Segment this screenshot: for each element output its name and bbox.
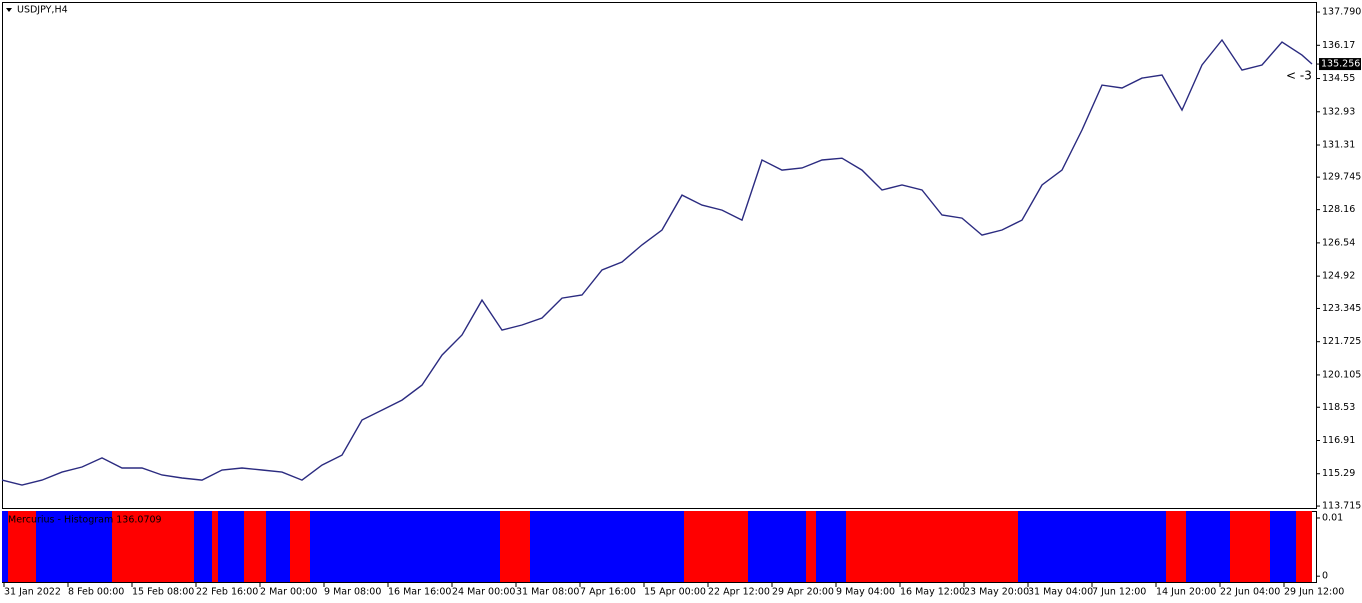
- x-tick-label: 31 Jan 2022: [4, 587, 61, 598]
- y-tick-label: 132.93: [1322, 106, 1355, 117]
- last-price-box: [1319, 58, 1361, 71]
- histogram-segment: [310, 511, 500, 582]
- histogram-segment: [816, 511, 846, 582]
- y-tick-label: 0.01: [1322, 512, 1343, 523]
- x-tick-label: 16 Mar 16:00: [388, 587, 451, 598]
- histogram-segment: [684, 511, 748, 582]
- x-tick-label: 31 May 04:00: [1028, 587, 1093, 598]
- x-tick-label: 16 May 12:00: [900, 587, 965, 598]
- x-tick-label: 29 Jun 12:00: [1284, 587, 1344, 598]
- x-tick-label: 7 Jun 12:00: [1092, 587, 1146, 598]
- y-tick-label: 134.55: [1322, 73, 1355, 84]
- histogram-segment: [1018, 511, 1166, 582]
- x-tick-label: 15 Apr 00:00: [644, 587, 706, 598]
- menu-triangle: [6, 8, 12, 12]
- y-tick-label: 120.105: [1322, 369, 1361, 380]
- y-tick-label: 116.91: [1322, 435, 1355, 446]
- y-tick-label: 136.17: [1322, 40, 1355, 51]
- x-tick-label: 29 Apr 20:00: [772, 587, 834, 598]
- chart-title: USDJPY,H4: [17, 5, 68, 16]
- y-tick-label: 124.92: [1322, 271, 1355, 282]
- histogram-segment: [1296, 511, 1312, 582]
- x-tick-label: 15 Feb 08:00: [132, 587, 194, 598]
- histogram-segment: [290, 511, 310, 582]
- x-tick-label: 8 Feb 00:00: [68, 587, 124, 598]
- histogram-segment: [244, 511, 266, 582]
- histogram-segment: [2, 511, 8, 582]
- main-frame: [2, 2, 1317, 509]
- y-tick-label: 118.53: [1322, 402, 1355, 413]
- x-tick-label: 22 Apr 12:00: [708, 587, 770, 598]
- x-tick-label: 14 Jun 20:00: [1156, 587, 1216, 598]
- x-tick-label: 31 Mar 08:00: [516, 587, 579, 598]
- histogram-segment: [1166, 511, 1186, 582]
- histogram-segment: [1270, 511, 1296, 582]
- histogram-segment: [748, 511, 806, 582]
- indicator-title: Mercurius - Histogram 136.0709: [8, 515, 162, 526]
- histogram-segment: [1230, 511, 1270, 582]
- histogram-segment: [806, 511, 816, 582]
- histogram-segment: [8, 511, 36, 582]
- x-tick-label: 2 Mar 00:00: [260, 587, 317, 598]
- y-tick-label: 121.725: [1322, 336, 1361, 347]
- y-tick-label: 126.54: [1322, 237, 1355, 248]
- x-tick-label: 22 Jun 04:00: [1220, 587, 1280, 598]
- x-tick-label: 24 Mar 00:00: [452, 587, 515, 598]
- price-line: [1, 38, 1313, 486]
- y-tick-label: 129.745: [1322, 172, 1361, 183]
- x-tick-label: 22 Feb 16:00: [196, 587, 258, 598]
- x-tick-label: 23 May 20:00: [964, 587, 1029, 598]
- y-tick-label: 131.31: [1322, 140, 1355, 151]
- histogram-segment: [36, 511, 112, 582]
- histogram-segment: [500, 511, 530, 582]
- y-tick-label: 128.16: [1322, 204, 1355, 215]
- histogram-segment: [1186, 511, 1230, 582]
- histogram-segment: [194, 511, 212, 582]
- y-tick-label: 123.345: [1322, 303, 1361, 314]
- x-tick-label: 7 Apr 16:00: [580, 587, 636, 598]
- histogram-segment: [112, 511, 194, 582]
- histogram-segment: [218, 511, 244, 582]
- y-tick-label: 113.715: [1322, 501, 1361, 512]
- last-price-label: 135.256: [1321, 59, 1360, 70]
- histogram-segment: [266, 511, 290, 582]
- y-tick-label: 0: [1322, 571, 1328, 582]
- histogram-segment: [212, 511, 218, 582]
- histogram-segment: [530, 511, 684, 582]
- x-tick-label: 9 May 04:00: [836, 587, 895, 598]
- y-tick-label: 137.790: [1322, 7, 1361, 18]
- annotation: < -3: [1286, 69, 1312, 83]
- x-tick-label: 9 Mar 08:00: [324, 587, 381, 598]
- histogram-segment: [846, 511, 1018, 582]
- y-tick-label: 115.29: [1322, 468, 1355, 479]
